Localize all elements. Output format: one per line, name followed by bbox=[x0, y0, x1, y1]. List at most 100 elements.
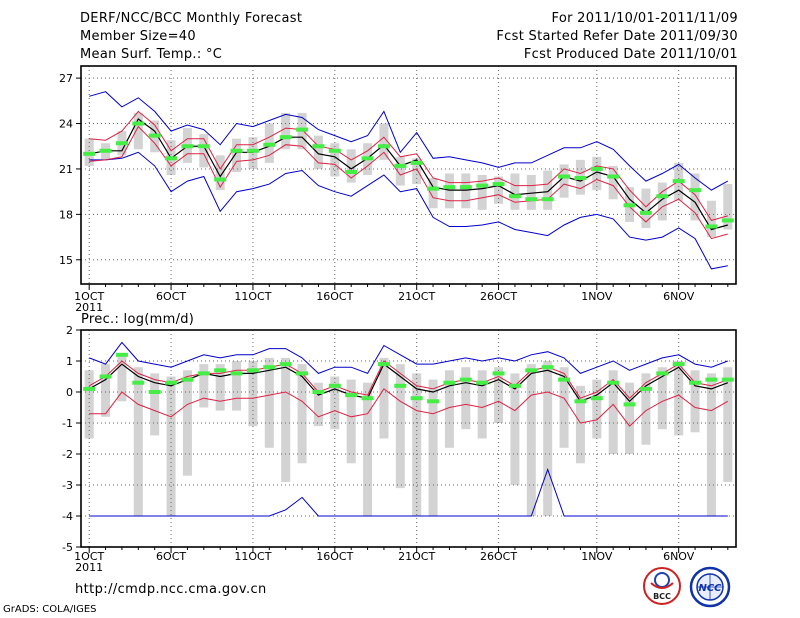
median-marker bbox=[607, 380, 620, 385]
panel-title: Prec.: log(mm/d) bbox=[81, 312, 194, 327]
grads-credit: GrADS: COLA/IGES bbox=[3, 604, 97, 615]
y-tick-label: 21 bbox=[59, 163, 73, 176]
median-marker bbox=[99, 148, 112, 153]
median-marker bbox=[197, 371, 210, 376]
y-tick-label: -3 bbox=[62, 479, 73, 492]
median-marker bbox=[296, 371, 309, 376]
ensemble-mean-line bbox=[89, 118, 728, 231]
x-tick-label: 6NOV bbox=[663, 550, 695, 563]
ensemble-box bbox=[379, 357, 389, 439]
outer-upper-line bbox=[89, 341, 728, 375]
ensemble-box bbox=[444, 370, 454, 448]
median-marker bbox=[574, 176, 587, 181]
footer-url[interactable]: http://cmdp.ncc.cma.gov.cn bbox=[75, 582, 267, 597]
ensemble-box bbox=[723, 367, 733, 482]
ensemble-box bbox=[281, 112, 291, 150]
median-marker bbox=[459, 377, 472, 382]
ensemble-box bbox=[461, 173, 471, 209]
median-marker bbox=[590, 166, 603, 171]
ensemble-box bbox=[592, 379, 602, 439]
y-tick-label: 0 bbox=[66, 386, 73, 399]
median-marker bbox=[410, 396, 423, 401]
median-marker bbox=[83, 151, 96, 156]
ensemble-box bbox=[657, 182, 667, 221]
ensemble-box bbox=[592, 156, 602, 191]
ensemble-box bbox=[133, 367, 143, 516]
median-marker bbox=[230, 371, 243, 376]
x-tick-label: 16OCT bbox=[316, 550, 353, 563]
median-marker bbox=[312, 144, 325, 149]
median-marker bbox=[83, 386, 96, 391]
y-tick-label: 1 bbox=[66, 355, 73, 368]
bcc-logo-text: BCC bbox=[653, 592, 671, 601]
ensemble-box bbox=[428, 178, 438, 209]
median-marker bbox=[639, 386, 652, 391]
member-size-label: Member Size=40 bbox=[80, 29, 196, 44]
median-marker bbox=[639, 210, 652, 215]
median-marker bbox=[132, 380, 145, 385]
ensemble-box bbox=[412, 158, 422, 185]
x-tick-label: 16OCT bbox=[316, 290, 353, 303]
median-marker bbox=[214, 177, 227, 182]
median-marker bbox=[197, 144, 210, 149]
median-marker bbox=[590, 396, 603, 401]
x-tick-label: 6OCT bbox=[156, 290, 186, 303]
ensemble-box bbox=[412, 373, 422, 516]
x-tick-label: 1NOV bbox=[581, 550, 613, 563]
inner-upper-line bbox=[88, 360, 728, 399]
plot-frame bbox=[80, 329, 737, 548]
median-marker bbox=[377, 362, 390, 367]
ncc-logo-text: NCC bbox=[698, 583, 722, 594]
median-marker bbox=[181, 377, 194, 382]
y-tick-label: -5 bbox=[62, 541, 73, 554]
median-marker bbox=[99, 374, 112, 379]
median-marker bbox=[672, 362, 685, 367]
median-marker bbox=[165, 380, 178, 385]
median-marker bbox=[328, 383, 341, 388]
ensemble-box bbox=[232, 138, 242, 172]
median-marker bbox=[394, 383, 407, 388]
y-tick-label: -4 bbox=[62, 510, 73, 523]
ensemble-box bbox=[133, 112, 143, 150]
x-tick-year-label: 2011 bbox=[75, 301, 103, 314]
median-marker bbox=[263, 142, 276, 147]
ensemble-box bbox=[297, 364, 307, 464]
ensemble-box bbox=[494, 367, 504, 423]
ensemble-box bbox=[575, 385, 585, 464]
y-tick-label: 27 bbox=[59, 72, 73, 85]
ensemble-box bbox=[264, 357, 274, 448]
ensemble-box bbox=[706, 373, 716, 516]
forecast-period: For 2011/10/01-2011/11/09 bbox=[551, 11, 738, 26]
ncc-logo: NCC bbox=[689, 566, 731, 608]
ensemble-box bbox=[428, 379, 438, 516]
x-tick-label: 6OCT bbox=[156, 550, 186, 563]
median-marker bbox=[508, 194, 521, 199]
x-tick-year-label: 2011 bbox=[75, 561, 103, 574]
median-marker bbox=[427, 186, 440, 191]
outer-lower-line bbox=[89, 151, 728, 270]
ensemble-box bbox=[281, 357, 291, 482]
ensemble-box bbox=[559, 367, 569, 448]
median-marker bbox=[148, 390, 161, 394]
x-tick-label: 21OCT bbox=[398, 550, 435, 563]
median-marker bbox=[721, 218, 734, 223]
forecast-start-date: Fcst Started Refer Date 2011/09/30 bbox=[496, 29, 738, 44]
median-marker bbox=[263, 365, 276, 370]
y-tick-label: 18 bbox=[59, 208, 73, 221]
median-marker bbox=[345, 169, 358, 174]
median-marker bbox=[394, 163, 407, 168]
median-marker bbox=[705, 377, 718, 382]
median-marker bbox=[623, 203, 636, 208]
ensemble-box bbox=[477, 175, 487, 210]
x-tick-label: 1OCT bbox=[74, 550, 104, 563]
median-marker bbox=[361, 396, 374, 401]
inner-upper-line bbox=[89, 110, 728, 221]
y-tick-label: 2 bbox=[66, 324, 73, 337]
ensemble-box bbox=[608, 165, 618, 200]
chart-title: DERF/NCC/BCC Monthly Forecast bbox=[80, 11, 303, 26]
y-tick-label: 15 bbox=[59, 254, 73, 267]
ensemble-box bbox=[248, 361, 258, 427]
x-tick-label: 11OCT bbox=[234, 290, 271, 303]
ensemble-box bbox=[608, 370, 618, 454]
x-tick-label: 21OCT bbox=[398, 290, 435, 303]
